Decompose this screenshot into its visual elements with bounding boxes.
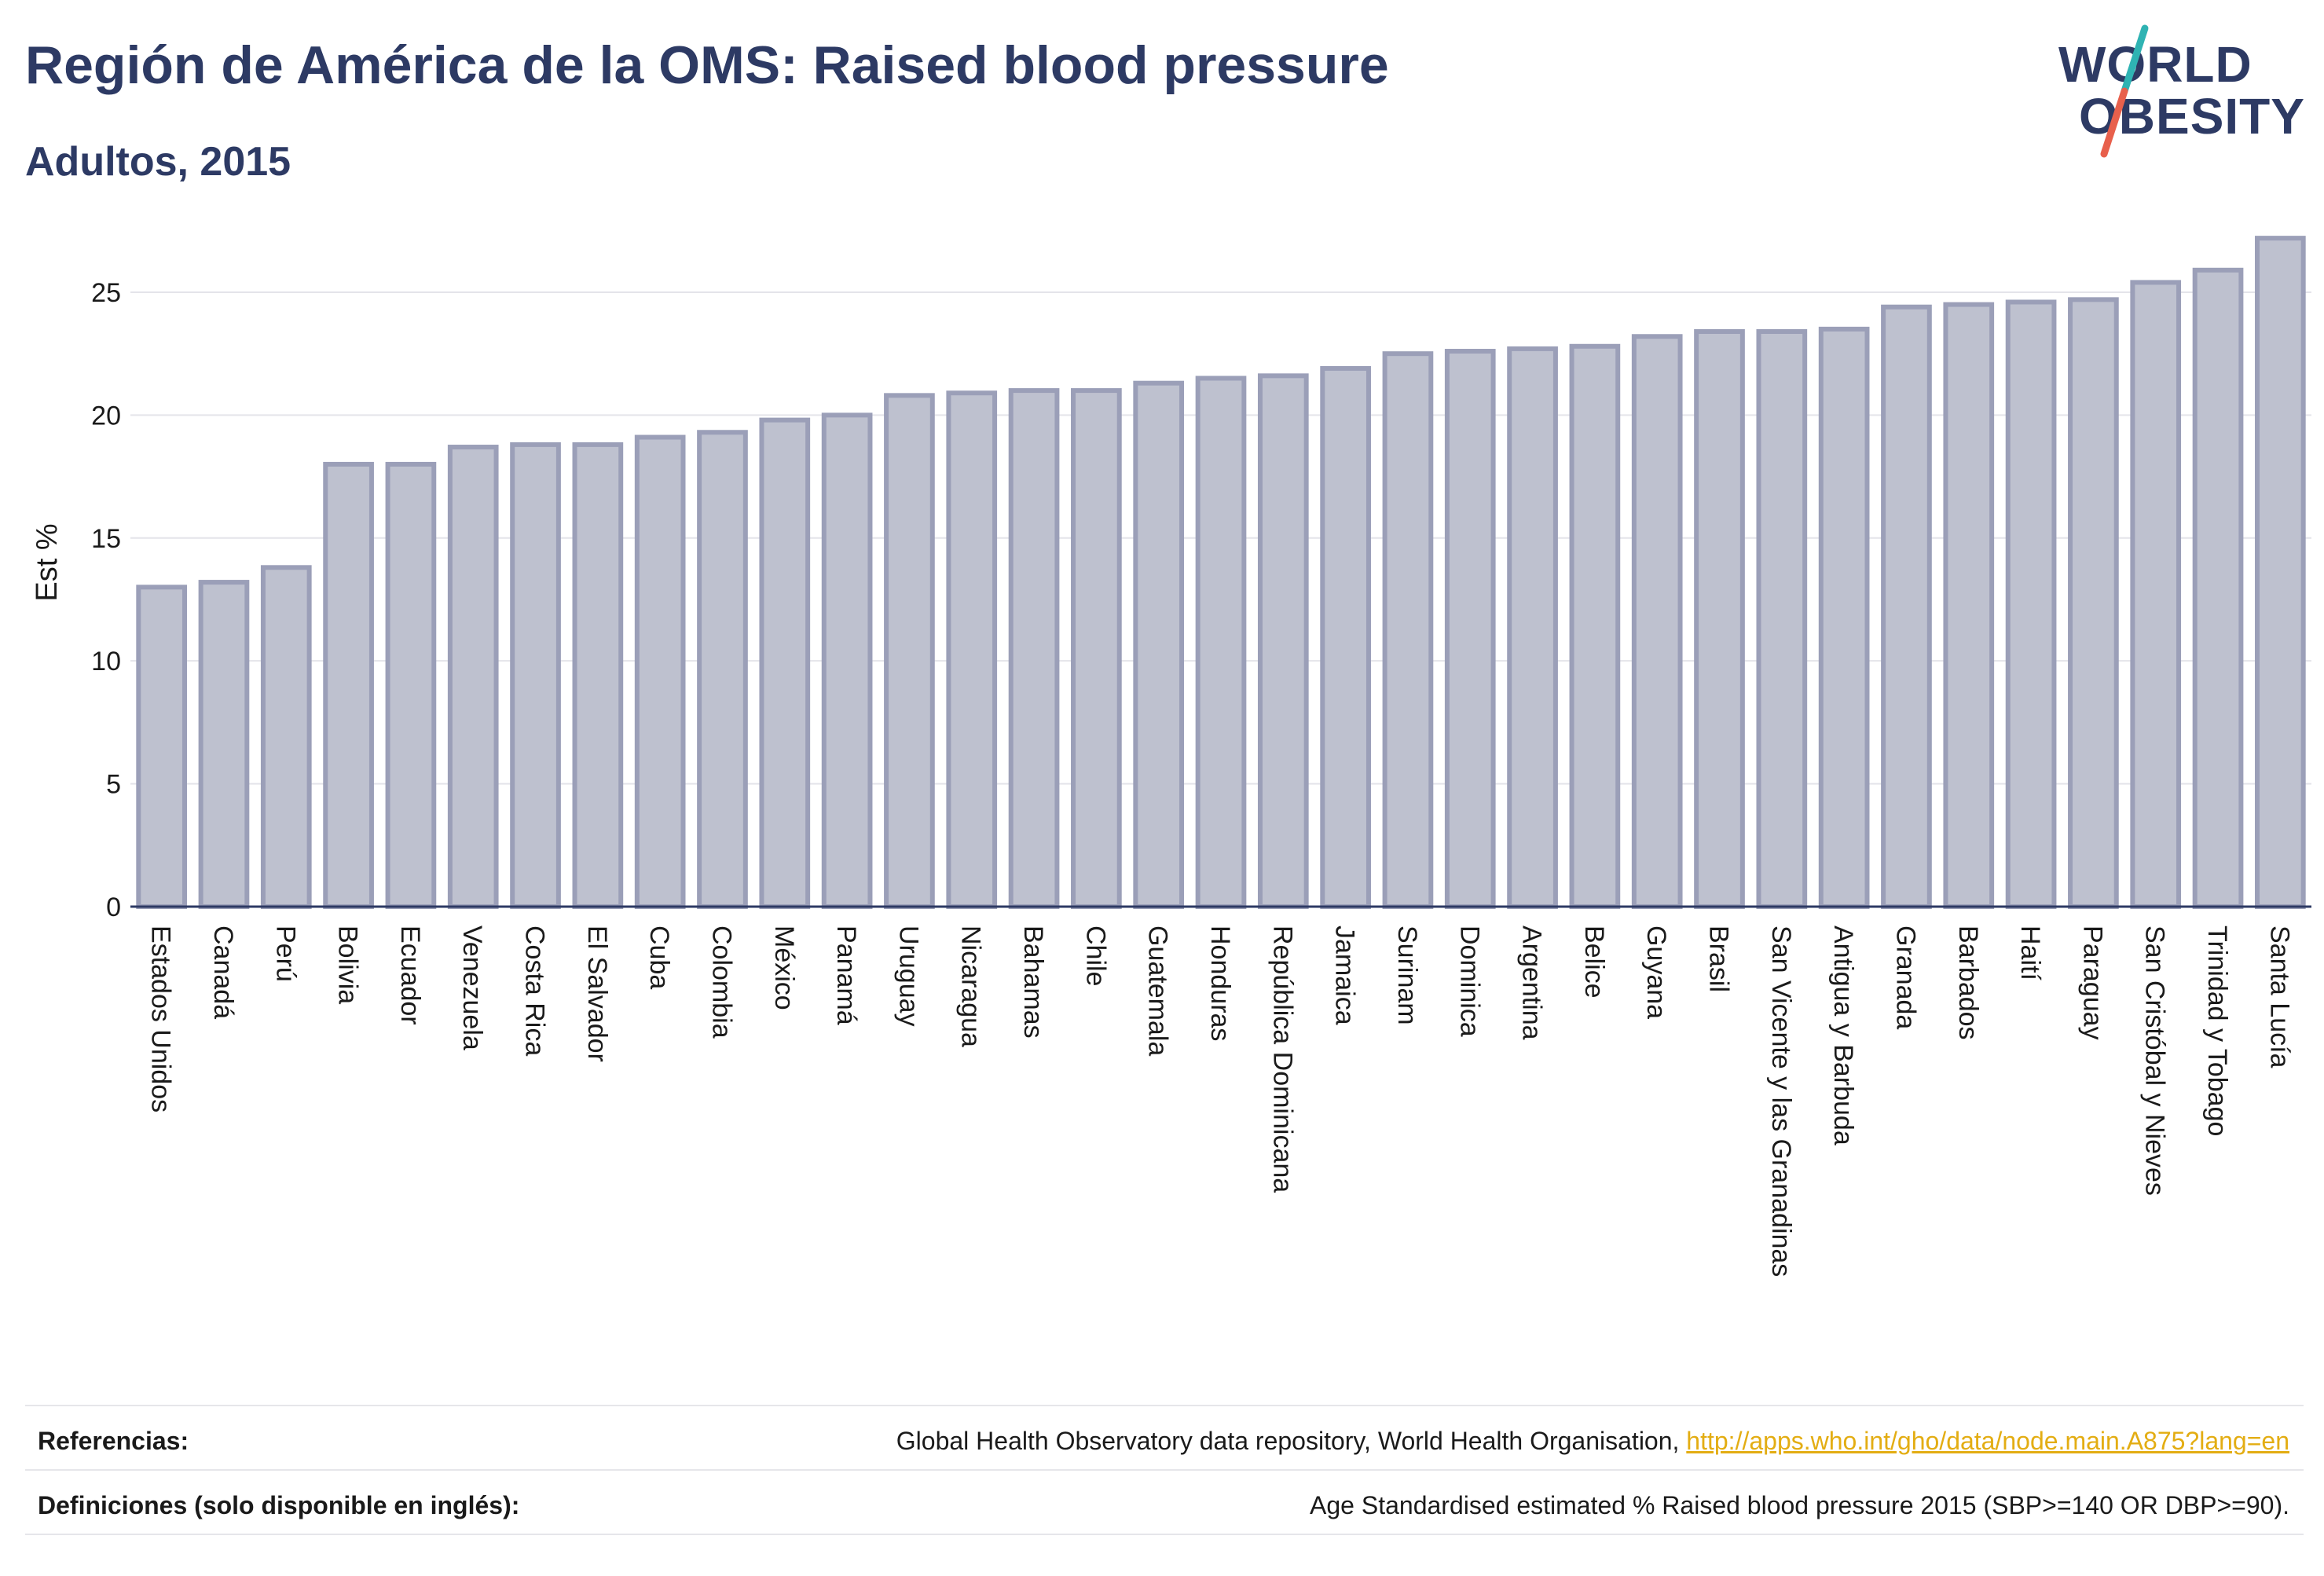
x-tick-label: Perú [270,925,300,982]
x-tick-label: República Dominicana [1267,925,1297,1193]
bar [1631,334,1683,909]
bar [572,442,624,909]
x-tick-label: Estados Unidos [146,925,176,1112]
x-tick-label: Ecuador [395,925,425,1025]
bar [136,585,188,909]
y-tick-label: 25 [91,278,121,308]
x-tick-label: Argentina [1517,925,1547,1040]
bar [447,445,499,909]
bar [1444,349,1496,909]
bar [323,461,374,909]
bar [884,393,935,910]
bar [1694,329,1745,909]
y-tick-label: 15 [91,524,121,554]
bar [1507,346,1558,909]
x-tick-label: Jamaica [1330,925,1360,1025]
bar [1257,373,1309,909]
y-axis-label: Est % [31,523,64,601]
bar [821,412,873,909]
x-tick-label: Barbados [1953,925,1983,1040]
x-tick-label: Uruguay [893,925,923,1027]
x-tick-label: Honduras [1205,925,1235,1041]
references-label: Referencias: [38,1427,189,1455]
x-tick-label: Antigua y Barbuda [1828,925,1858,1145]
references-source: Global Health Observatory data repositor… [896,1427,1680,1455]
bar [759,417,811,909]
bar [1071,388,1122,910]
x-tick-label: Trinidad y Tobago [2202,925,2232,1136]
y-tick-label: 5 [106,770,121,800]
bar [1008,388,1060,910]
bars [136,236,2306,910]
footer-divider-top [25,1405,2304,1406]
x-tick-label: Canadá [208,925,238,1019]
x-tick-label: Dominica [1454,925,1484,1037]
bar [2068,297,2119,910]
logo-slash-icon [2100,24,2149,158]
definitions-text: Age Standardised estimated % Raised bloo… [1310,1491,2289,1519]
world-obesity-logo: WORLD OBESITY [2043,24,2310,165]
x-tick-label: Panamá [831,925,861,1025]
y-tick-label: 0 [106,892,121,922]
bar [260,565,312,909]
x-tick-label: Granada [1890,925,1920,1029]
bar [2254,236,2306,909]
references-link[interactable]: http://apps.who.int/gho/data/node.main.A… [1686,1427,2289,1455]
x-tick-label: Belice [1579,925,1609,999]
bar [1382,351,1434,909]
x-tick-label: Chile [1080,925,1110,986]
x-tick-label: Costa Rica [520,925,550,1056]
bar [1195,376,1247,909]
x-tick-label: San Cristóbal y Nieves [2140,925,2170,1196]
bar [2130,280,2182,909]
x-tick-labels: Estados Unidos Canadá Perú Bolivia Ecuador Ve… [146,925,2295,1277]
x-tick-label: Venezuela [457,925,487,1050]
bar [2005,299,2057,909]
chart-title: Región de América de la OMS: Raised bloo… [25,35,1389,95]
bar [634,434,686,909]
footer-divider-middle [25,1469,2304,1471]
bar [1881,304,1932,909]
x-tick-label: Santa Lucía [2264,925,2294,1068]
bar [198,580,250,909]
bar [946,390,998,909]
x-tick-label: Surinam [1392,925,1422,1025]
references-text: Global Health Observatory data repositor… [896,1427,2289,1456]
x-tick-label: Paraguay [2077,925,2107,1040]
y-tick-label: 10 [91,647,121,676]
x-tick-label: Guyana [1641,925,1671,1019]
bar [510,442,561,909]
x-tick-label: Cuba [644,925,674,989]
chart-subtitle: Adultos, 2015 [25,139,291,185]
bar [2192,267,2244,909]
bar [1943,302,1995,910]
bar [1133,380,1185,909]
x-tick-label: Nicaragua [956,925,986,1047]
x-tick-label: Haití [2015,925,2045,980]
x-tick-label: San Vicente y las Granadinas [1766,925,1796,1277]
x-tick-label: El Salvador [582,925,612,1062]
y-tick-label: 20 [91,401,121,431]
y-tick-labels: 0 5 10 15 20 25 [91,278,121,922]
footer-divider-bottom [25,1534,2304,1535]
bar-chart: 0 5 10 15 20 25 Estados Unidos Canadá Perú Boliv… [31,236,2311,1277]
logo-line-1: WORLD [2058,36,2253,93]
x-tick-label: Guatemala [1143,925,1173,1056]
x-tick-label: Bolivia [333,925,363,1004]
definitions-label: Definiciones (solo disponible en inglés)… [38,1491,520,1519]
bar [697,430,748,909]
x-tick-label: Colombia [706,925,736,1039]
x-tick-label: Bahamas [1018,925,1048,1039]
bar [1569,343,1621,909]
bar [1320,365,1371,909]
x-tick-label: Brasil [1704,925,1734,992]
bar [1818,326,1870,910]
bar [385,461,437,909]
x-tick-label: México [769,925,799,1010]
bar [1756,329,1808,909]
